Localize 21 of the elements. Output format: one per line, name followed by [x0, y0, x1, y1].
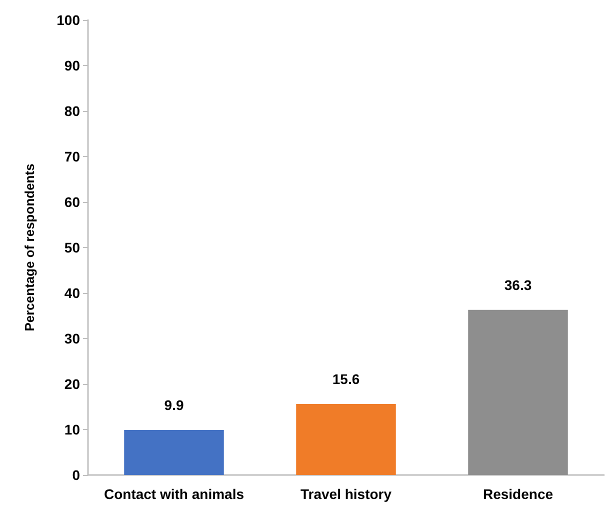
bar — [468, 310, 568, 475]
bar — [296, 404, 396, 475]
y-tick-label: 100 — [56, 12, 80, 28]
y-tick-label: 10 — [64, 422, 80, 438]
y-tick-label: 90 — [64, 58, 80, 74]
y-tick-label: 0 — [72, 467, 80, 483]
y-axis-title: Percentage of respondents — [22, 164, 37, 332]
y-tick-label: 40 — [64, 285, 80, 301]
y-tick-label: 20 — [64, 376, 80, 392]
data-label: 15.6 — [332, 371, 360, 388]
y-tick-label: 80 — [64, 103, 80, 119]
data-label: 9.9 — [164, 396, 184, 413]
y-tick-label: 50 — [64, 240, 80, 256]
y-tick-label: 70 — [64, 148, 80, 164]
data-label: 36.3 — [504, 276, 532, 293]
x-tick-label: Contact with animals — [104, 486, 244, 502]
y-tick-label: 60 — [64, 194, 80, 210]
y-tick-label: 30 — [64, 330, 80, 346]
x-tick-label: Travel history — [300, 486, 392, 502]
bar — [124, 430, 224, 475]
x-tick-label: Residence — [482, 486, 554, 502]
